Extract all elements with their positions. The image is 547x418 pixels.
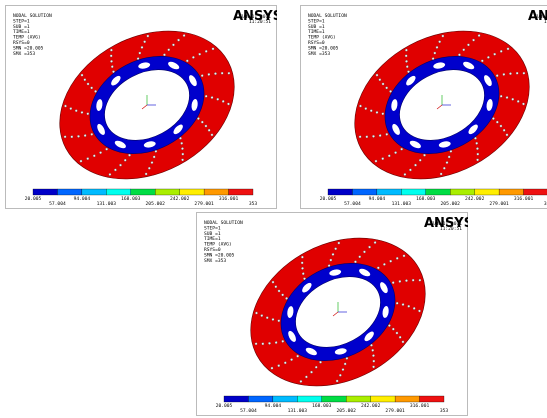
legend-label: 94.004 [265, 403, 282, 409]
legend-label: 20.005 [216, 403, 233, 409]
info-line: SMX =353 [204, 258, 226, 264]
legend-label: 94.004 [74, 196, 91, 202]
info-line: STEP=1 [204, 225, 221, 231]
legend-label: 279.001 [385, 408, 405, 414]
legend-swatch [328, 189, 352, 195]
legend-swatch [322, 396, 346, 402]
info-line: RSYS=0 [204, 247, 221, 253]
legend-label: 242.002 [361, 403, 381, 409]
legend-swatch [57, 189, 81, 195]
legend-swatch [297, 396, 321, 402]
info-line: RSYS=0 [13, 40, 30, 46]
legend-label: 94.004 [369, 196, 386, 202]
legend-swatch [420, 396, 444, 402]
time: 11:20:51 [440, 226, 462, 232]
legend-swatch [371, 396, 395, 402]
screenshot: NODAL SOLUTIONSTEP=1SUB =1TIME=1TEMP (AV… [0, 0, 547, 418]
legend-label: 131.003 [288, 408, 308, 414]
info-line: SMN =20.005 [308, 45, 339, 51]
legend-swatch [131, 189, 155, 195]
plot-panel: NODAL SOLUTIONSTEP=1SUB =1TIME=1TEMP (AV… [197, 209, 474, 416]
legend-label: 316.001 [219, 196, 239, 202]
legend-label: 20.005 [25, 196, 42, 202]
legend-swatch [524, 189, 547, 195]
info-line: TIME=1 [13, 29, 30, 35]
info-line: STEP=1 [13, 18, 30, 24]
legend-label: 57.004 [240, 408, 257, 414]
legend-swatch [377, 189, 401, 195]
legend-label: 316.001 [514, 196, 534, 202]
info-line: SUB =1 [204, 231, 221, 237]
legend-label: 279.001 [194, 201, 214, 207]
info-line: TEMP (AVG) [308, 35, 336, 41]
legend-label: 20.005 [320, 196, 337, 202]
legend-swatch [224, 396, 248, 402]
legend-label: 242.002 [465, 196, 485, 202]
legend-label: 205.002 [337, 408, 357, 414]
legend-label: 279.001 [489, 201, 509, 207]
legend-label: 353 [440, 408, 449, 414]
legend-label: 57.004 [49, 201, 66, 207]
legend-label: 205.002 [146, 201, 166, 207]
legend-swatch [426, 189, 450, 195]
legend-label: 353 [249, 201, 258, 207]
legend-label: 57.004 [344, 201, 361, 207]
legend-swatch [352, 189, 376, 195]
legend-label: 205.002 [441, 201, 461, 207]
plot-panel: NODAL SOLUTIONSTEP=1SUB =1TIME=1TEMP (AV… [301, 2, 547, 209]
info-line: SMN =20.005 [13, 45, 44, 51]
legend-swatch [395, 396, 419, 402]
legend-label: 168.003 [312, 403, 332, 409]
legend-label: 316.001 [410, 403, 430, 409]
legend-swatch [248, 396, 272, 402]
legend-swatch [273, 396, 297, 402]
info-line: STEP=1 [308, 18, 325, 24]
time: 11:20:51 [249, 19, 271, 25]
legend-label: 242.002 [170, 196, 190, 202]
info-line: TIME=1 [204, 236, 221, 242]
legend-swatch [499, 189, 523, 195]
legend-swatch [180, 189, 204, 195]
info-line: SUB =1 [308, 24, 325, 30]
info-line: TIME=1 [308, 29, 325, 35]
legend-swatch [401, 189, 425, 195]
legend-swatch [450, 189, 474, 195]
info-line: NODAL SOLUTION [308, 13, 347, 19]
legend-swatch [229, 189, 253, 195]
info-line: SMN =20.005 [204, 252, 235, 258]
info-line: NODAL SOLUTION [13, 13, 52, 19]
legend-swatch [346, 396, 370, 402]
legend-label: 168.003 [121, 196, 141, 202]
legend-swatch [475, 189, 499, 195]
plot-panel: NODAL SOLUTIONSTEP=1SUB =1TIME=1TEMP (AV… [6, 2, 283, 209]
legend-swatch [155, 189, 179, 195]
legend-swatch [204, 189, 228, 195]
legend-label: 131.003 [97, 201, 117, 207]
info-line: TEMP (AVG) [13, 35, 41, 41]
info-line: TEMP (AVG) [204, 242, 232, 248]
legend-label: 168.003 [416, 196, 436, 202]
info-line: SMX =353 [13, 51, 35, 57]
legend-label: 131.003 [392, 201, 412, 207]
info-line: NODAL SOLUTION [204, 220, 243, 226]
info-line: SMX =353 [308, 51, 330, 57]
legend-swatch [82, 189, 106, 195]
info-line: RSYS=0 [308, 40, 325, 46]
legend-swatch [33, 189, 57, 195]
info-line: SUB =1 [13, 24, 30, 30]
legend-swatch [106, 189, 130, 195]
